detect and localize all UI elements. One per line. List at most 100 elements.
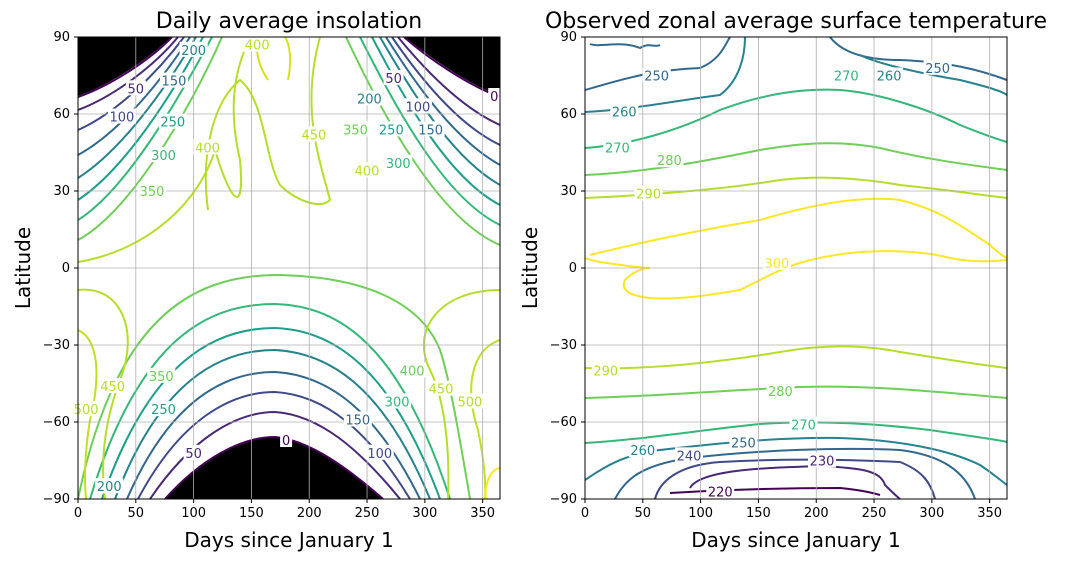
contour-line	[669, 486, 881, 496]
contour-label-background	[179, 41, 208, 57]
contour-label-background	[628, 442, 657, 458]
contour-label-background	[808, 452, 837, 468]
y-tick-label: 30	[560, 184, 577, 199]
contour-label-background	[72, 401, 101, 417]
contour-label: 50	[128, 82, 145, 97]
contour-label: 0	[490, 90, 498, 105]
contour-label-background	[107, 108, 136, 124]
contour-label-background	[149, 147, 178, 163]
contour-label-background	[603, 139, 632, 155]
contour-line	[654, 458, 936, 499]
x-tick-label: 150	[239, 506, 264, 521]
contour-label: 280	[768, 385, 793, 400]
contour-label-background	[355, 90, 384, 106]
x-tick-label: 50	[128, 506, 145, 521]
contour-line	[78, 37, 179, 111]
polar-night-south	[165, 436, 383, 499]
contour-label-background	[875, 67, 904, 83]
contour-label: 50	[385, 72, 402, 87]
contour-label: 0	[282, 434, 290, 449]
contour-label-background	[193, 139, 222, 155]
contour-label-background	[398, 362, 427, 378]
temperature-title: Observed zonal average surface temperatu…	[545, 9, 1047, 34]
contour-label: 250	[644, 70, 669, 85]
x-tick-label: 0	[581, 506, 589, 521]
contour-label-background	[243, 36, 272, 52]
contour-line	[585, 37, 1007, 91]
y-tick-label: −90	[550, 492, 577, 507]
contour-label: 300	[151, 149, 176, 164]
y-tick-label: 30	[53, 184, 70, 199]
y-tick-label: −60	[43, 415, 70, 430]
contour-label: 400	[355, 164, 380, 179]
x-tick-label: 200	[804, 506, 829, 521]
contour-label-background	[766, 383, 795, 399]
contour-label: 100	[367, 447, 392, 462]
contour-line	[78, 37, 204, 201]
contour-label: 50	[185, 447, 202, 462]
contour-line	[89, 302, 451, 499]
contour-label: 300	[386, 157, 411, 172]
y-tick-label: 90	[560, 30, 577, 45]
y-tick-label: −90	[43, 492, 70, 507]
temperature-ylabel: Latitude	[518, 227, 542, 309]
temperature-panel: Observed zonal average surface temperatu…	[518, 9, 1047, 552]
contour-label: 300	[765, 257, 790, 272]
contour-label: 450	[429, 383, 454, 398]
contour-label-background	[488, 88, 501, 104]
contour-label: 250	[151, 403, 176, 418]
polar-night-north-left	[78, 37, 171, 96]
contour-label-background	[149, 401, 178, 417]
temperature-xlabel: Days since January 1	[691, 528, 900, 552]
contour-label: 270	[791, 419, 816, 434]
contour-label-background	[147, 367, 176, 383]
contour-label-background	[158, 113, 187, 129]
contour-line	[589, 43, 661, 50]
x-tick-label: 250	[862, 506, 887, 521]
contour-label: 150	[162, 75, 187, 90]
contour-label: 100	[405, 100, 430, 115]
contour-line	[614, 447, 976, 499]
contour-label-background	[383, 70, 404, 86]
contour-label: 100	[110, 111, 135, 126]
contour-label: 350	[149, 370, 174, 385]
x-tick-label: 150	[746, 506, 771, 521]
contour-line	[359, 37, 500, 226]
contour-label-background	[341, 121, 370, 137]
contour-line	[126, 370, 421, 499]
contour-label-background	[762, 254, 791, 270]
contour-label-background	[427, 380, 456, 396]
contour-label: 400	[195, 141, 220, 156]
x-tick-label: 300	[412, 506, 437, 521]
contour-label: 500	[458, 395, 483, 410]
x-tick-label: 250	[355, 506, 380, 521]
x-tick-label: 50	[635, 506, 652, 521]
y-tick-label: −30	[550, 338, 577, 353]
contour-line	[385, 37, 500, 166]
contour-label: 260	[877, 70, 902, 85]
contour-label-background	[832, 67, 861, 83]
polar-night-north-right	[405, 37, 500, 96]
contour-line	[689, 464, 901, 499]
contour-label: 300	[385, 395, 410, 410]
contour-label-background	[706, 483, 735, 499]
contour-label: 240	[677, 449, 702, 464]
contour-label: 280	[657, 154, 682, 169]
contour-label-background	[642, 67, 671, 83]
contour-label-background	[125, 80, 146, 96]
contour-label-background	[377, 121, 406, 137]
contour-label-background	[159, 72, 188, 88]
contour-label: 260	[630, 444, 655, 459]
y-tick-label: 60	[53, 107, 70, 122]
contour-line	[585, 345, 1007, 370]
contour-label-background	[675, 447, 704, 463]
contour-line	[78, 273, 471, 499]
contour-label: 270	[834, 70, 859, 85]
x-tick-label: 350	[977, 506, 1002, 521]
contour-line	[391, 37, 500, 146]
contour-label-background	[416, 121, 445, 137]
contour-label: 450	[301, 129, 326, 144]
contour-label-background	[655, 152, 684, 168]
contour-line	[78, 37, 213, 221]
